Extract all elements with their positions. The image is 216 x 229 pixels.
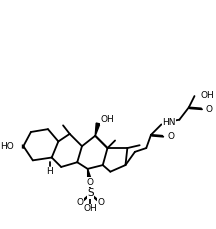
Text: O: O [97, 198, 104, 207]
Text: O: O [206, 105, 213, 114]
Text: HN: HN [162, 118, 176, 127]
Text: O: O [77, 198, 84, 207]
Text: HO: HO [0, 142, 14, 151]
Text: O: O [86, 178, 93, 187]
Text: S: S [87, 188, 94, 199]
Text: OH: OH [84, 204, 97, 213]
Polygon shape [95, 123, 100, 136]
Text: O: O [167, 132, 174, 141]
Text: H: H [46, 167, 53, 176]
Polygon shape [88, 169, 91, 180]
Text: OH: OH [101, 115, 115, 124]
Text: OH: OH [200, 91, 214, 100]
